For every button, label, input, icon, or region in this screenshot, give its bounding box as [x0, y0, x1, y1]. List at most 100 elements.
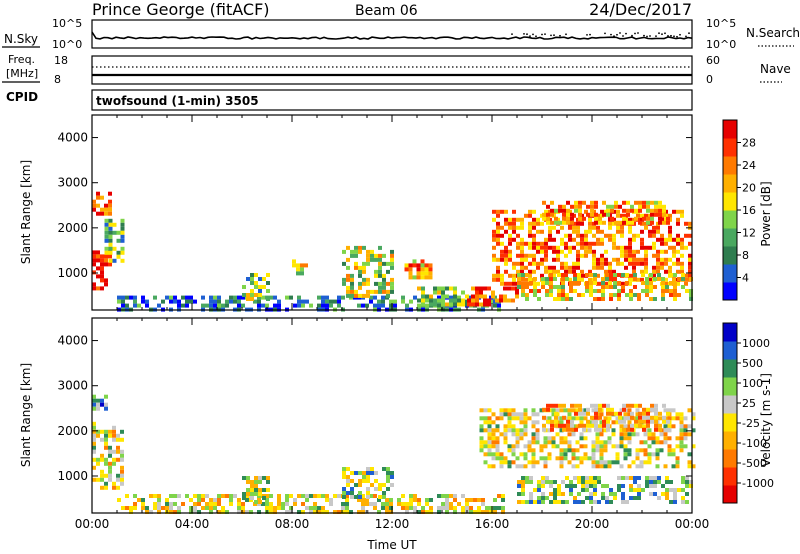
- velocity-cell: [449, 506, 453, 510]
- velocity-cell: [571, 456, 576, 461]
- power-cell: [209, 295, 213, 300]
- velocity-cell: [662, 419, 666, 424]
- velocity-cell: [401, 502, 405, 506]
- velocity-colorbar-segment: [723, 413, 737, 432]
- velocity-cell: [473, 510, 477, 514]
- power-cell: [656, 265, 660, 270]
- velocity-cell: [626, 403, 630, 408]
- velocity-cell: [630, 415, 634, 420]
- velocity-cell: [675, 460, 680, 465]
- power-cell: [412, 275, 417, 280]
- power-cell: [475, 298, 479, 303]
- velocity-colorbar-tick-label: 25: [742, 397, 756, 410]
- velocity-cell: [511, 408, 516, 413]
- velocity-cell: [627, 432, 632, 437]
- power-cell: [585, 273, 589, 277]
- cpid-text: twofsound (1-min) 3505: [96, 94, 259, 108]
- velocity-cell: [250, 480, 254, 484]
- power-colorbar-segment: [723, 210, 737, 229]
- velocity-xtick-label: 20:00: [575, 517, 610, 531]
- power-cell: [576, 225, 580, 230]
- power-cell: [521, 273, 525, 277]
- velocity-cell: [233, 494, 237, 498]
- velocity-cell: [116, 449, 120, 454]
- power-cell: [652, 229, 656, 234]
- velocity-cell: [104, 394, 108, 399]
- velocity-cell: [567, 412, 572, 417]
- power-cell: [656, 253, 660, 258]
- power-cell: [96, 211, 100, 216]
- velocity-cell: [515, 440, 520, 445]
- power-cell: [622, 200, 626, 205]
- power-cell: [512, 209, 516, 214]
- velocity-cell: [112, 457, 116, 462]
- power-colorbar-segment: [723, 120, 737, 139]
- power-cell: [562, 216, 566, 221]
- power-cell: [229, 299, 233, 304]
- velocity-cell: [598, 415, 602, 420]
- velocity-cell: [618, 415, 622, 420]
- velocity-cell: [262, 488, 266, 492]
- power-cell: [96, 266, 100, 271]
- power-cell: [305, 299, 309, 304]
- velocity-cell: [305, 494, 309, 498]
- power-cell: [381, 303, 385, 308]
- velocity-cell: [289, 510, 293, 514]
- velocity-cell: [635, 412, 640, 417]
- velocity-cell: [503, 436, 508, 441]
- velocity-cell: [104, 441, 108, 446]
- power-cell: [584, 209, 588, 214]
- velocity-cell: [104, 402, 108, 407]
- power-cell: [512, 281, 516, 286]
- velocity-cell: [663, 440, 668, 445]
- power-cell: [673, 273, 677, 277]
- velocity-cell: [445, 506, 449, 510]
- velocity-cell: [619, 432, 624, 437]
- velocity-cell: [681, 488, 685, 492]
- velocity-cell: [599, 440, 604, 445]
- power-cell: [561, 297, 565, 301]
- velocity-cell: [104, 429, 108, 434]
- nsearch-point: [535, 35, 537, 38]
- velocity-cell: [112, 485, 116, 490]
- velocity-cell: [112, 429, 116, 434]
- power-cell: [577, 281, 581, 285]
- velocity-cell: [607, 416, 612, 421]
- power-cell: [609, 297, 613, 301]
- power-cell: [673, 281, 677, 285]
- velocity-cell: [637, 496, 641, 500]
- nsearch-label: N.Search: [746, 26, 800, 40]
- velocity-cell: [646, 415, 650, 420]
- velocity-cell: [547, 452, 552, 457]
- power-cell: [100, 254, 104, 259]
- velocity-cell: [257, 510, 261, 514]
- velocity-cell: [445, 498, 449, 502]
- velocity-cell: [546, 419, 550, 424]
- power-cell: [524, 241, 528, 246]
- velocity-cell: [687, 464, 692, 469]
- velocity-cell: [481, 502, 485, 506]
- velocity-cell: [558, 403, 562, 408]
- cpid-frame: [91, 89, 693, 111]
- velocity-cell: [605, 484, 609, 488]
- velocity-cell: [681, 496, 685, 500]
- power-cell: [589, 281, 593, 285]
- power-cell: [544, 269, 548, 274]
- velocity-cell: [429, 510, 433, 514]
- power-cell: [561, 289, 565, 293]
- velocity-cell: [567, 460, 572, 465]
- nsearch-point: [550, 34, 552, 37]
- velocity-cell: [643, 432, 648, 437]
- power-cell: [512, 261, 516, 266]
- velocity-cell: [354, 471, 358, 475]
- velocity-cell: [285, 510, 289, 514]
- velocity-cell: [643, 452, 648, 457]
- power-cell: [636, 233, 640, 238]
- power-cell: [657, 273, 661, 277]
- velocity-cell: [366, 475, 370, 479]
- velocity-cell: [601, 492, 605, 496]
- power-cell: [620, 249, 624, 254]
- velocity-cell: [350, 491, 354, 495]
- power-cell: [558, 208, 562, 213]
- power-cell: [537, 289, 541, 293]
